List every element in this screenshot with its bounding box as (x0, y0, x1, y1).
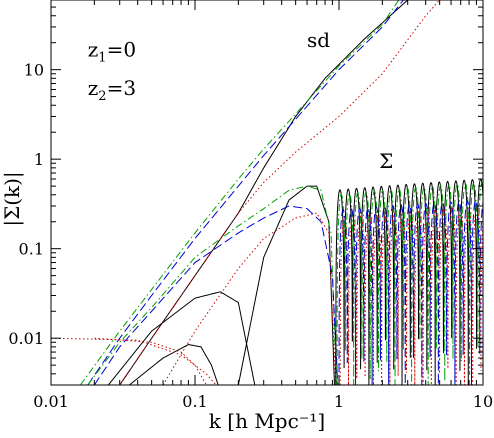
y-tick-label: 0.1 (19, 240, 44, 259)
x-axis-title: k [h Mpc⁻¹] (209, 409, 325, 433)
series-sigma-red-1 (51, 337, 217, 385)
series-osc-red (339, 205, 483, 385)
y-tick-label: 0.01 (8, 329, 44, 348)
series-sigma-blue-1 (93, 205, 339, 385)
tick-labels: 0.01 0.1 1 10 0.01 0.1 1 10 (8, 61, 493, 411)
annotations: z1=0 z2=3 sd Σ (88, 28, 394, 173)
series-sd-green (79, 0, 400, 385)
annotation-z1: z1=0 (88, 38, 136, 66)
y-tick-label: 10 (24, 61, 44, 80)
series-sigma-black-2 (129, 343, 219, 385)
axis-ticks (50, 0, 484, 386)
series-osc-blue (338, 199, 483, 385)
series-sigma-red-2 (94, 337, 207, 385)
y-axis-title: |Σ(k)| (0, 171, 25, 226)
annotation-sd: sd (307, 28, 330, 52)
x-tick-label: 10 (473, 392, 493, 411)
plot-frame (50, 0, 484, 386)
series-sigma-green-1 (87, 185, 337, 385)
series-osc-green (336, 181, 483, 385)
x-tick-label: 0.1 (182, 392, 207, 411)
series-sigma-red-3 (162, 212, 337, 385)
annotation-z2: z2=3 (88, 76, 136, 104)
series-sd-black (119, 0, 409, 385)
chart-series (51, 0, 483, 385)
x-tick-label: 0.01 (33, 392, 69, 411)
series-sd-blue (87, 0, 404, 385)
x-tick-label: 1 (334, 392, 344, 411)
annotation-sigma: Σ (379, 149, 393, 173)
y-tick-label: 1 (34, 150, 44, 169)
series-sigma-black-1 (107, 291, 256, 385)
